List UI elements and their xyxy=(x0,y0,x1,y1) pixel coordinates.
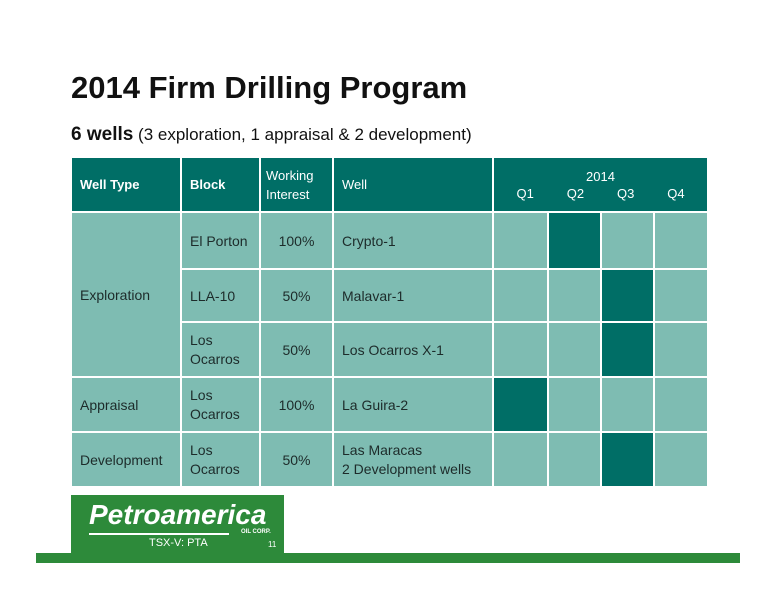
table-row: LLA-10 50% Malavar-1 xyxy=(71,268,709,323)
logo-subtitle: OIL CORP. xyxy=(241,529,271,535)
quarter-cell-q4 xyxy=(653,376,709,433)
row-block-line2: Ocarros xyxy=(190,350,240,367)
row-well: Malavar-1 xyxy=(332,268,494,323)
quarter-cell-q2 xyxy=(547,376,602,433)
subtitle-breakdown: (3 exploration, 1 appraisal & 2 developm… xyxy=(133,125,472,144)
drilling-program-table: Well Type Block Working Interest Well 20… xyxy=(70,156,709,488)
well-type-appraisal: Appraisal xyxy=(70,376,182,433)
row-block-line1: Los xyxy=(190,386,213,403)
row-block: LLA-10 xyxy=(180,268,261,323)
row-interest: 100% xyxy=(259,211,334,270)
table-row: Appraisal Los Ocarros 100% La Guira-2 xyxy=(70,376,709,433)
row-well: La Guira-2 xyxy=(332,376,494,433)
row-well-line1: Las Maracas xyxy=(342,441,423,458)
header-year: 2014 xyxy=(586,168,615,184)
header-wi-line2: Interest xyxy=(266,186,310,202)
header-q2: Q2 xyxy=(566,185,585,201)
quarter-cell-q2-active xyxy=(547,211,602,270)
row-well: Crypto-1 xyxy=(332,211,494,270)
quarter-cell-q1 xyxy=(492,321,549,378)
table-row: Los Ocarros 50% Los Ocarros X-1 xyxy=(71,321,709,378)
page-title: 2014 Firm Drilling Program xyxy=(71,70,468,105)
quarter-cell-q2 xyxy=(547,268,602,323)
header-q1: Q1 xyxy=(516,185,534,201)
page-subtitle: 6 wells (3 exploration, 1 appraisal & 2 … xyxy=(71,124,472,146)
row-block: Los Ocarros xyxy=(180,376,261,433)
quarter-cell-q1 xyxy=(492,268,549,323)
row-interest: 50% xyxy=(259,268,334,323)
well-type-exploration: Exploration xyxy=(70,211,182,378)
header-q4: Q4 xyxy=(667,185,685,201)
quarter-cell-q1 xyxy=(492,431,549,488)
table-header-row: Well Type Block Working Interest Well 20… xyxy=(70,156,709,213)
quarter-cell-q3 xyxy=(600,211,655,270)
logo-underline xyxy=(89,533,229,535)
header-q3: Q3 xyxy=(616,185,635,201)
header-block: Block xyxy=(180,156,261,213)
row-well-line2: 2 Development wells xyxy=(342,460,472,477)
row-interest: 100% xyxy=(259,376,334,433)
row-well: Los Ocarros X-1 xyxy=(332,321,494,378)
header-wi-line1: Working xyxy=(266,167,314,183)
footer-bar xyxy=(36,553,740,563)
row-interest: 50% xyxy=(259,321,334,378)
well-type-development: Development xyxy=(70,431,182,488)
row-well: Las Maracas 2 Development wells xyxy=(332,431,494,488)
quarter-cell-q4 xyxy=(653,268,709,323)
quarter-cell-q3-active xyxy=(600,431,655,488)
row-block: Los Ocarros xyxy=(180,321,261,378)
quarter-cell-q3 xyxy=(600,376,655,433)
header-well: Well xyxy=(332,156,494,213)
row-block-line2: Ocarros xyxy=(190,405,240,422)
company-logo: Petroamerica OIL CORP. TSX-V: PTA 11 xyxy=(71,495,284,553)
quarter-cell-q4 xyxy=(653,321,709,378)
header-year-quarters: 2014 Q1 Q2 Q3 Q4 xyxy=(492,156,709,213)
quarter-cell-q3-active xyxy=(600,321,655,378)
row-block: Los Ocarros xyxy=(180,431,261,488)
row-block: El Porton xyxy=(180,211,261,270)
header-well-type: Well Type xyxy=(70,156,182,213)
subtitle-well-count: 6 wells xyxy=(71,124,134,145)
quarter-cell-q1 xyxy=(492,211,549,270)
ticker-symbol: TSX-V: PTA xyxy=(149,537,208,549)
table-row: Development Los Ocarros 50% Las Maracas … xyxy=(70,431,709,488)
row-block-line1: Los xyxy=(190,331,213,348)
header-working-interest: Working Interest xyxy=(259,156,334,213)
logo-wordmark: Petroamerica xyxy=(89,499,267,530)
row-interest: 50% xyxy=(259,431,334,488)
quarter-cell-q1-active xyxy=(492,376,549,433)
quarter-cell-q4 xyxy=(653,431,709,488)
row-block-line2: Ocarros xyxy=(190,460,240,477)
quarter-cell-q3-active xyxy=(600,268,655,323)
row-block-line1: Los xyxy=(190,441,213,458)
quarter-cell-q2 xyxy=(547,321,602,378)
page-number: 11 xyxy=(268,540,277,549)
table-row: Exploration El Porton 100% Crypto-1 xyxy=(70,211,709,378)
quarter-cell-q2 xyxy=(547,431,602,488)
quarter-cell-q4 xyxy=(653,211,709,270)
